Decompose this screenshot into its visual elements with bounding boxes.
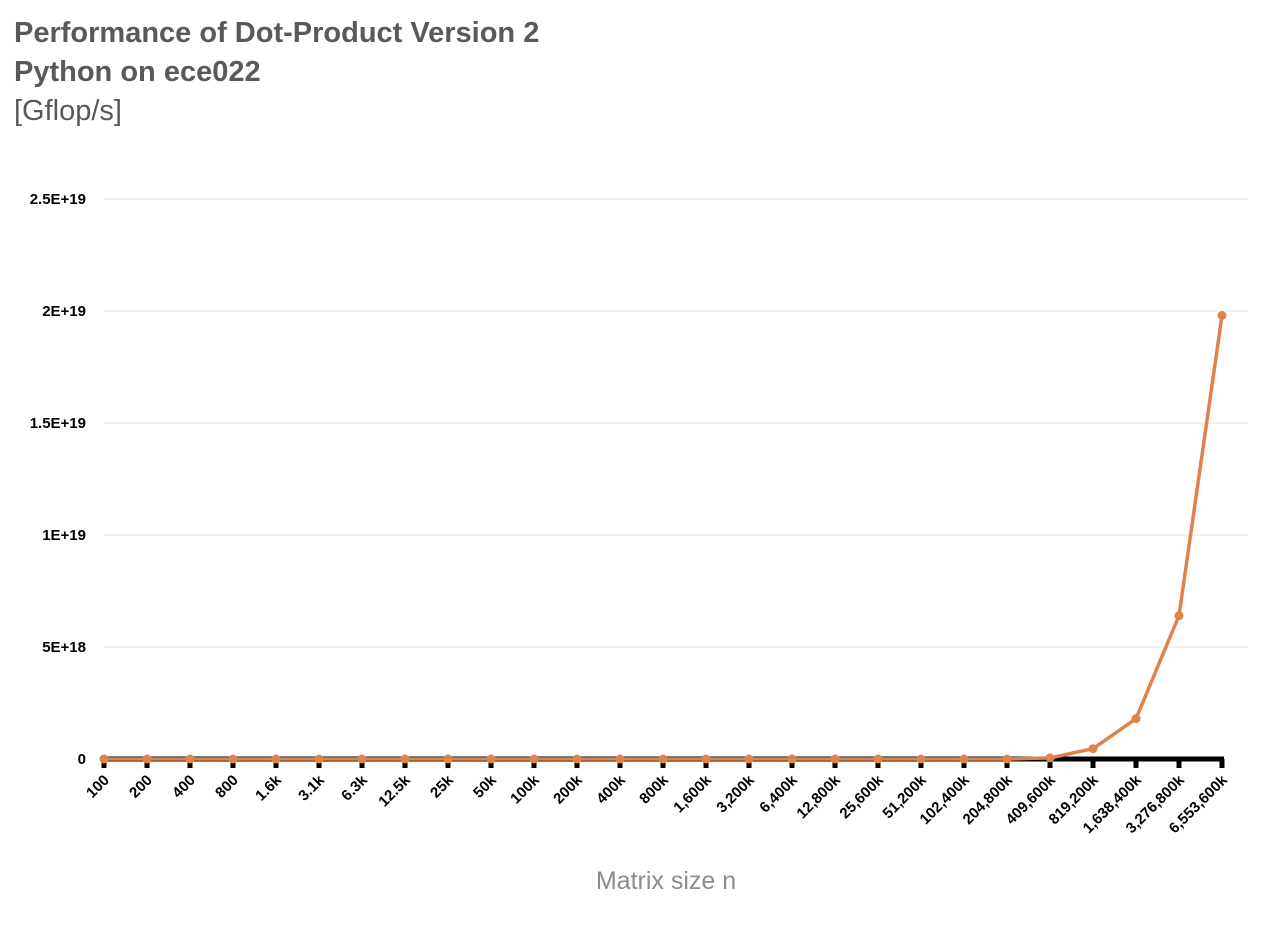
y-tick-label: 5E+18 — [42, 639, 86, 656]
data-point — [185, 754, 195, 764]
x-tick-label: 100 — [83, 772, 113, 802]
data-point — [1002, 754, 1012, 764]
data-point — [486, 754, 496, 764]
x-tick-label: 25,600k — [836, 771, 887, 822]
data-point — [916, 754, 926, 764]
data-point — [314, 754, 324, 764]
data-point — [1131, 714, 1141, 724]
chart-title-line2: Python on ece022 — [14, 56, 261, 88]
chart-subtitle: [Gflop/s] — [14, 95, 122, 127]
x-tick-label: 100k — [507, 771, 543, 807]
data-point — [142, 754, 152, 764]
data-point — [572, 754, 582, 764]
y-tick-label: 2E+19 — [42, 303, 86, 320]
x-axis-label: Matrix size n — [596, 867, 736, 895]
chart-title-block: Performance of Dot-Product Version 2 Pyt… — [14, 14, 539, 131]
data-point — [830, 754, 840, 764]
x-tick-label: 3.1k — [295, 771, 328, 804]
data-point — [228, 754, 238, 764]
x-tick-label: 3,200k — [713, 771, 758, 816]
data-point — [873, 754, 883, 764]
data-point — [1088, 744, 1098, 754]
data-point — [701, 754, 711, 764]
data-point — [443, 754, 453, 764]
series-line — [104, 315, 1224, 761]
data-point — [357, 754, 367, 764]
data-point — [1217, 310, 1227, 320]
x-tick-label: 400k — [593, 771, 629, 807]
y-tick-label: 1.5E+19 — [30, 415, 86, 432]
x-tick-label: 800 — [212, 772, 242, 802]
y-tick-label: 0 — [78, 751, 86, 768]
data-point — [400, 754, 410, 764]
gridlines — [104, 198, 1248, 648]
x-tick-label: 25k — [427, 771, 457, 801]
y-tick-label: 1E+19 — [42, 527, 86, 544]
data-point — [99, 754, 109, 764]
x-tick-label: 1,600k — [670, 771, 715, 816]
x-tick-label: 12,800k — [793, 771, 844, 822]
chart-title: Performance of Dot-Product Version 2 — [14, 17, 540, 49]
data-point — [787, 754, 797, 764]
data-point — [1045, 753, 1055, 763]
x-tick-label: 400 — [169, 772, 199, 802]
data-point — [744, 754, 754, 764]
data-point — [658, 754, 668, 764]
y-tick-label: 2.5E+19 — [30, 191, 86, 208]
x-axis-ticks: 100 200 400 800 1.6k 3.1k 6.3k 12.5k 25k 50k 100k 2… — [83, 771, 1231, 837]
x-tick-label: 1.6k — [252, 771, 285, 804]
x-tick-label: 6.3k — [338, 771, 371, 804]
data-point — [615, 754, 625, 764]
data-point — [271, 754, 281, 764]
data-point — [529, 754, 539, 764]
series-lines — [99, 310, 1227, 764]
x-tick-label: 200 — [126, 772, 156, 802]
data-point — [959, 754, 969, 764]
x-tick-label: 50k — [470, 771, 500, 801]
x-tick-label: 800k — [636, 771, 672, 807]
y-axis-ticks: 0 5E+18 1E+19 1.5E+19 2E+19 2.5E+19 — [30, 191, 86, 768]
x-tick-label: 12.5k — [375, 771, 414, 810]
x-tick-label: 200k — [550, 771, 586, 807]
data-point — [1174, 611, 1184, 621]
